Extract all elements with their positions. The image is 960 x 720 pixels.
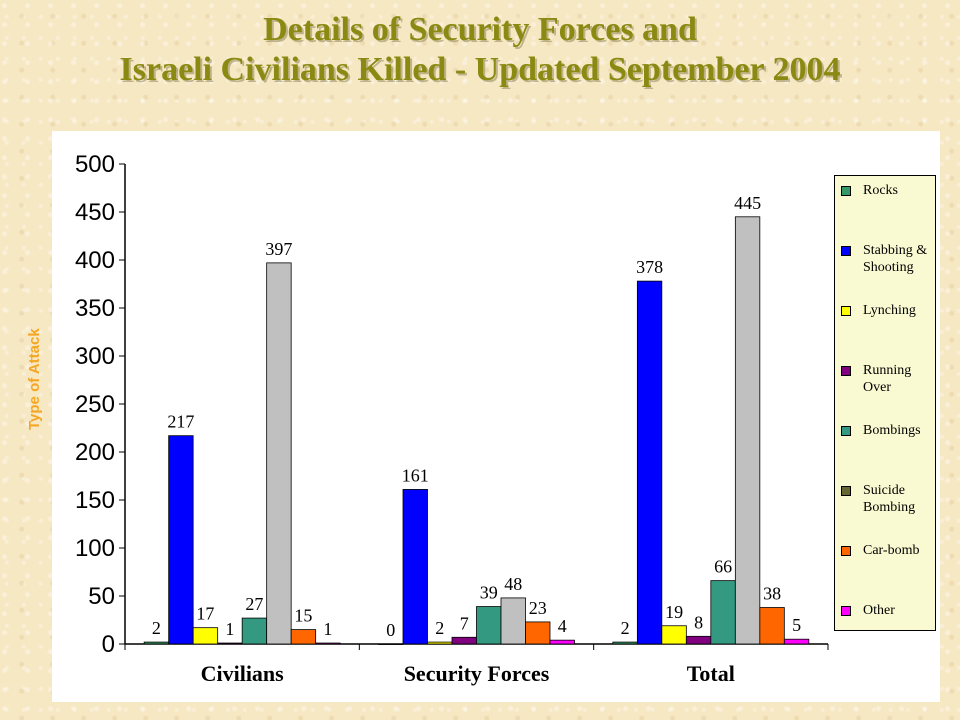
data-label: 1 <box>225 619 234 639</box>
y-tick-label: 200 <box>75 439 115 466</box>
y-tick-label: 350 <box>75 295 115 322</box>
y-tick-label: 0 <box>102 631 115 658</box>
data-label: 66 <box>714 557 732 577</box>
bar-other-1 <box>549 639 575 645</box>
data-label: 48 <box>504 574 522 594</box>
data-label: 15 <box>294 606 312 626</box>
data-label: 23 <box>529 598 547 618</box>
data-label: 7 <box>460 613 469 633</box>
data-label: 17 <box>196 604 214 624</box>
y-tick-label: 250 <box>75 391 115 418</box>
bar-other-0 <box>315 642 341 645</box>
legend-label: Other <box>863 603 895 618</box>
x-category-label: Total <box>687 661 735 686</box>
bar-lynching-1 <box>427 641 453 645</box>
legend-swatch <box>841 186 851 196</box>
bar-suicide-bombing-0 <box>266 262 292 645</box>
data-label: 2 <box>152 618 161 638</box>
data-label: 0 <box>386 620 395 640</box>
data-label: 1 <box>323 619 332 639</box>
bar-stabbing-shooting-1 <box>402 489 428 645</box>
data-label: 445 <box>734 193 761 213</box>
data-label: 2 <box>621 618 630 638</box>
bar-bombings-0 <box>241 617 268 645</box>
data-label: 19 <box>665 602 683 622</box>
legend-swatch <box>841 426 851 436</box>
bar-lynching-2 <box>661 625 687 645</box>
bar-running-over-1 <box>451 636 477 645</box>
bar-other-2 <box>783 638 810 645</box>
legend-label: Lynching <box>863 303 916 318</box>
y-tick-label: 400 <box>75 247 115 274</box>
legend-label: Stabbing & Shooting <box>863 243 928 275</box>
legend-swatch <box>841 306 851 316</box>
x-category-label: Civilians <box>201 661 285 686</box>
legend-label: Bombings <box>863 423 921 438</box>
bar-running-over-2 <box>685 635 712 645</box>
data-label: 27 <box>245 594 263 614</box>
legend-swatch <box>841 606 851 616</box>
legend-swatch <box>841 546 851 556</box>
legend-label: Rocks <box>863 183 898 198</box>
data-label: 378 <box>636 257 663 277</box>
bar-suicide-bombing-2 <box>734 216 761 645</box>
bar-lynching-0 <box>192 627 219 645</box>
y-tick-label: 300 <box>75 343 115 370</box>
chart-legend: Rocks Stabbing & Shooting Lynching Running … <box>834 175 936 631</box>
y-tick-label: 150 <box>75 487 115 514</box>
data-label: 397 <box>265 239 292 259</box>
legend-label: Suicide Bombing <box>863 483 916 515</box>
bar-rocks-2 <box>612 641 638 645</box>
chart-title: Details of Security Forces and Israeli C… <box>0 10 960 90</box>
legend-swatch <box>841 366 851 376</box>
data-label: 5 <box>792 615 801 635</box>
data-label: 38 <box>763 584 781 604</box>
bar-stabbing-shooting-0 <box>168 435 194 645</box>
data-label: 217 <box>167 412 194 432</box>
data-label: 4 <box>558 616 567 636</box>
y-tick-label: 450 <box>75 199 115 226</box>
y-tick-label: 500 <box>75 151 115 178</box>
bar-rocks-0 <box>143 641 170 645</box>
bar-car-bomb-1 <box>525 621 551 645</box>
data-label: 39 <box>480 583 498 603</box>
title-line-1: Details of Security Forces and <box>263 11 697 48</box>
data-label: 161 <box>402 465 429 485</box>
bar-rocks-1 <box>378 643 404 645</box>
legend-label: Car-bomb <box>863 543 920 558</box>
legend-swatch <box>841 246 851 256</box>
bar-running-over-0 <box>217 642 243 645</box>
bar-car-bomb-0 <box>290 629 317 645</box>
legend-swatch <box>841 486 851 496</box>
title-line-2: Israeli Civilians Killed - Updated Septe… <box>119 51 841 88</box>
bar-bombings-2 <box>710 580 736 645</box>
x-category-label: Security Forces <box>404 661 550 686</box>
bar-stabbing-shooting-2 <box>636 280 663 645</box>
legend-label: Running Over <box>863 363 912 395</box>
bar-suicide-bombing-1 <box>500 597 526 645</box>
bar-bombings-1 <box>476 606 502 645</box>
data-label: 8 <box>694 612 703 632</box>
bar-car-bomb-2 <box>759 607 785 645</box>
y-tick-label: 100 <box>75 535 115 562</box>
data-label: 2 <box>435 618 444 638</box>
y-tick-label: 50 <box>88 583 115 610</box>
